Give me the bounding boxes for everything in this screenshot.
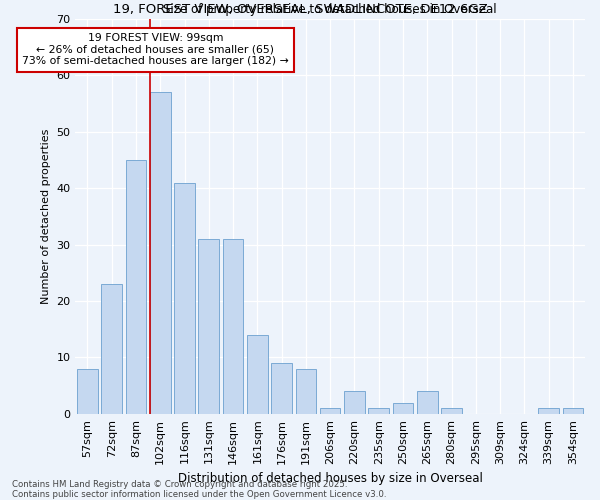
Text: 19 FOREST VIEW: 99sqm
← 26% of detached houses are smaller (65)
73% of semi-deta: 19 FOREST VIEW: 99sqm ← 26% of detached … xyxy=(22,33,289,66)
Bar xyxy=(296,368,316,414)
Bar xyxy=(563,408,583,414)
Bar xyxy=(441,408,462,414)
Bar xyxy=(77,368,98,414)
Bar xyxy=(101,284,122,414)
Bar xyxy=(271,363,292,414)
Bar xyxy=(199,239,219,414)
Text: Contains HM Land Registry data © Crown copyright and database right 2025.
Contai: Contains HM Land Registry data © Crown c… xyxy=(12,480,386,499)
Bar xyxy=(344,391,365,414)
Y-axis label: Number of detached properties: Number of detached properties xyxy=(41,128,51,304)
Bar xyxy=(223,239,244,414)
Bar xyxy=(368,408,389,414)
Bar xyxy=(392,402,413,414)
Title: Size of property relative to detached houses in Overseal: Size of property relative to detached ho… xyxy=(163,4,497,16)
Bar xyxy=(417,391,437,414)
Text: 19, FOREST VIEW, OVERSEAL, SWADLINCOTE, DE12 6GZ: 19, FOREST VIEW, OVERSEAL, SWADLINCOTE, … xyxy=(113,2,487,16)
Bar xyxy=(247,335,268,414)
Bar xyxy=(150,92,170,414)
Bar xyxy=(125,160,146,414)
Bar xyxy=(174,182,195,414)
Bar xyxy=(538,408,559,414)
X-axis label: Distribution of detached houses by size in Overseal: Distribution of detached houses by size … xyxy=(178,472,482,485)
Bar xyxy=(320,408,340,414)
